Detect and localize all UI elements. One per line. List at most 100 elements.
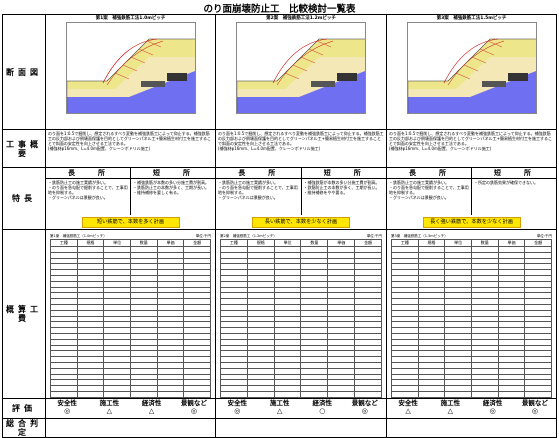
cost-table-cell — [300, 390, 329, 398]
plan-3-evaluation: 安全性 △ 施工性 △ 経済性 ◎ 景観など ◎ — [386, 397, 557, 419]
plan-2-cost-sheet: 第2案 補強鉄筋工（1.2mピッチ） 単位:千円 工種 規格 単位 数量 単価 金額 — [217, 230, 386, 398]
cost-table-row — [220, 246, 382, 253]
eval-item: 施工性 △ — [259, 399, 302, 415]
cost-table-row — [220, 344, 382, 352]
cost-table-header: 工種 — [391, 239, 419, 247]
eval-item: 安全性 △ — [388, 398, 430, 415]
eval-label: 施工性 — [270, 398, 290, 407]
eval-label: 経済性 — [312, 398, 333, 407]
eval-mark: ◎ — [64, 406, 71, 415]
plan-2-evaluation: 安全性 ◎ 施工性 △ 経済性 ○ 景観など ◎ — [215, 397, 387, 419]
plan-3-banner: 長く強い鉄筋で、本数を少なく計画 — [422, 217, 521, 228]
plan-3-outline: のり面を1:0.5で掘削し、想定されるすべり変動を補強鉄筋工によって抑止する。補… — [386, 129, 557, 168]
plan-1-summary-note: (補強材φ16mm、L=4.0m配置、クレーンボドリル施工) — [48, 146, 151, 151]
cost-row: 概算工費 第1案 補強鉄筋工（1.0mピッチ） 単位:千円 工種 規格 単位 数量 単価 金額… — [2, 229, 557, 399]
plan-3-cost: 第3案 補強鉄筋工（1.5mピッチ） 単位:千円 工種 規格 単位 数量 単価 金額 — [386, 229, 557, 399]
plan-1-pro: ・グリーンパネルは景観が良い。 — [48, 195, 108, 200]
eval-item: 経済性 △ — [131, 399, 173, 415]
plan-2-con: ・補強鉄筋が本数の多い分施工費が割高。 — [303, 180, 380, 185]
cost-table-header: 金額 — [183, 239, 211, 247]
plan-2-feature: 長 所 短 所 ・鉄筋防止工の施工実績が多い。 ・のり面を急勾配で掘削することで、工… — [215, 167, 387, 230]
cost-table-header: 規格 — [246, 239, 275, 247]
eval-mark: △ — [405, 406, 411, 415]
plan-2-pro: ・グリーンパネルは景観が良い。 — [218, 195, 278, 200]
plan-1-feature: 長 所 短 所 ・鉄筋防止工の施工実績が多い。 ・のり面を急勾配で掘削することで、工… — [45, 167, 216, 230]
plan-2-outline: のり面を1:0.5で掘削し、想定されるすべり変動を補強鉄筋工によって抑止する。補… — [215, 129, 387, 168]
plan-2-con: ・鉄筋防止工の本数が多く、工期が長い。 — [303, 185, 380, 190]
cost-table-header: 単位 — [273, 239, 302, 247]
feature-row: 特長 長 所 短 所 ・鉄筋防止工の施工実績が多い。 ・のり面を急勾配で掘削すること… — [2, 167, 557, 230]
cost-table-cell — [76, 390, 105, 398]
eval-label: 安全性 — [398, 398, 418, 407]
cost-table-cell — [129, 390, 158, 398]
eval-mark: △ — [106, 406, 113, 415]
outline-row: 工事概要 のり面を1:0.5で掘削し、想定されるすべり変動を補強鉄筋工によって抑… — [2, 129, 557, 168]
plan-1-con: ・鉄筋防止工の本数が多く、工期が長い。 — [133, 185, 209, 190]
eval-item: 景観など ◎ — [514, 399, 556, 415]
plan-3-summary: のり面を1:0.5で掘削し、想定されるすべり変動を補強鉄筋工によって抑止する。補… — [389, 131, 553, 146]
cost-table-title: 第2案 補強鉄筋工（1.2mピッチ） — [220, 234, 277, 238]
evaluation-row: 評価 安全性 ◎ 施工性 △ 経済性 △ 景観など ◎ 安全性 ◎ 施工性 △ 経済性 ○ 景観など ◎ 安… — [2, 397, 557, 419]
plan-1-header: 第1案 補強鉄筋工法1.0mピッチ — [95, 16, 166, 21]
plan-1-cost: 第1案 補強鉄筋工（1.0mピッチ） 単位:千円 工種 規格 単位 数量 単価 金額 — [45, 229, 216, 399]
plan-2-cross-section-figure — [236, 22, 366, 114]
cost-table-cell — [524, 246, 552, 253]
cost-table-cell — [470, 390, 499, 398]
cost-table-cell — [76, 246, 105, 253]
row-label-feature: 特長 — [2, 167, 46, 230]
eval-mark: ◎ — [489, 406, 496, 415]
cost-table-header: 単位 — [444, 239, 472, 247]
plan-1-pro: ・鉄筋防止工の施工実績が多い。 — [48, 180, 108, 185]
plan-1-cost-sheet: 第1案 補強鉄筋工（1.0mピッチ） 単位:千円 工種 規格 単位 数量 単価 金額 — [47, 230, 215, 398]
eval-label: 安全性 — [227, 398, 248, 407]
cost-table-cell — [354, 390, 382, 398]
cost-table-title: 第1案 補強鉄筋工（1.0mピッチ） — [50, 234, 107, 238]
eval-item: 景観など ◎ — [344, 399, 386, 415]
plan-3-summary-note: (補強材φ16mm、L=4.0m配置、クレーンボドリル施工) — [389, 146, 492, 151]
eval-mark: ◎ — [531, 406, 538, 415]
eval-label: 景観など — [521, 398, 548, 407]
cost-table-row — [50, 390, 211, 398]
cost-table-cell — [327, 390, 356, 398]
cost-table: 工種 規格 単位 数量 単価 金額 — [391, 239, 552, 398]
plan-2-summary: のり面を1:0.5で掘削し、想定されるすべり変動を補強鉄筋工によって抑止する。補… — [218, 131, 384, 146]
cost-table-title: 第3案 補強鉄筋工（1.5mピッチ） — [391, 234, 448, 238]
eval-item: 施工性 △ — [88, 399, 130, 415]
plan-2-cons-header: 短 所 — [323, 169, 364, 177]
eval-item: 経済性 ○ — [301, 399, 344, 415]
plan-2-header: 第2案 補強鉄筋工法1.2mピッチ — [266, 16, 336, 21]
cost-table-row — [391, 356, 552, 363]
eval-label: 経済性 — [141, 398, 162, 407]
plan-1-outline: のり面を1:0.5で掘削し、想定されるすべり変動を補強鉄筋工によって抑止する。補… — [45, 129, 216, 168]
eval-mark: ◎ — [361, 406, 368, 415]
cost-table-header: 数量 — [129, 239, 158, 247]
cost-table-header: 工種 — [50, 239, 78, 247]
cost-table-cell — [50, 390, 78, 398]
eval-item: 施工性 △ — [429, 399, 471, 415]
cost-table-cell — [273, 390, 302, 398]
eval-label: 施工性 — [99, 398, 120, 407]
eval-item: 経済性 ◎ — [472, 399, 514, 415]
eval-mark: ◎ — [190, 406, 197, 415]
cost-table-header: 単価 — [497, 239, 526, 247]
cost-table: 工種 規格 単位 数量 単価 金額 — [220, 239, 382, 398]
cost-table-header: 工種 — [220, 239, 248, 247]
cost-table-cell — [497, 390, 526, 398]
cost-table-header: 単位 — [103, 239, 131, 247]
plan-1-summary: のり面を1:0.5で掘削し、想定されるすべり変動を補強鉄筋工によって抑止する。補… — [48, 131, 212, 146]
eval-label: 安全性 — [57, 398, 77, 407]
eval-label: 景観など — [180, 398, 207, 407]
row-label-cost: 概算工費 — [2, 229, 46, 399]
cost-table-cell — [444, 390, 472, 398]
page-title: のり面崩壊防止工 比較検討一覧表 — [203, 4, 356, 15]
plan-3-header: 第3案 補強鉄筋工法1.5mピッチ — [436, 16, 507, 21]
plan-1-section: 第1案 補強鉄筋工法1.0mピッチ — [45, 14, 216, 130]
plan-2-banner: 長い鉄筋で、本数を少なく計画 — [252, 217, 350, 228]
cost-table-header: 規格 — [76, 239, 105, 247]
plan-1-pro: ・のり面を急勾配で掘削することで、工事用地を抑制する。 — [48, 185, 128, 195]
plan-2-con: ・維持補修をやや要る。 — [303, 190, 348, 195]
plan-3-cross-section-figure — [406, 22, 537, 114]
cost-table-row — [220, 390, 382, 398]
plan-2-eval: 安全性 ◎ 施工性 △ 経済性 ○ 景観など ◎ — [217, 398, 386, 415]
row-label-evaluation: 評価 — [2, 397, 46, 419]
